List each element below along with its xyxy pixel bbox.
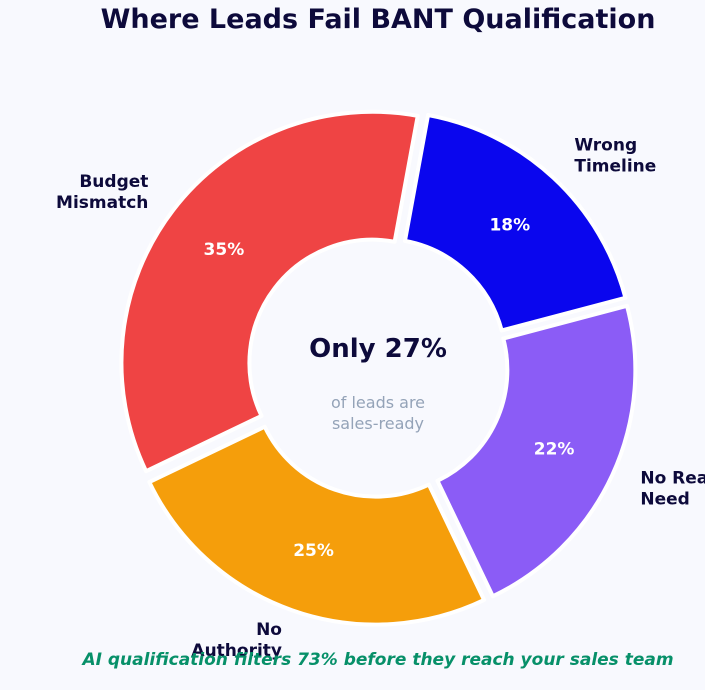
- slice-wrong-timeline: [402, 112, 628, 333]
- footer-note: AI qualification filters 73% before they…: [82, 650, 674, 670]
- category-label-no-authority: No Authority: [191, 620, 282, 661]
- slice-budget-mismatch: [119, 109, 420, 474]
- category-label-wrong-timeline: Wrong Timeline: [574, 135, 656, 176]
- center-headline: Only 27%: [309, 334, 447, 364]
- chart-title: Where Leads Fail BANT Qualification: [100, 4, 656, 35]
- donut-slices: [119, 109, 638, 627]
- center-subtext-line2: sales-ready: [332, 414, 424, 433]
- pct-label-budget-mismatch: 35%: [204, 240, 245, 260]
- percent-labels: 22% 25% 35% 18%: [204, 216, 575, 561]
- pct-label-no-real-need: 22%: [534, 439, 575, 459]
- slice-no-real-need: [435, 303, 638, 599]
- slice-no-authority: [147, 424, 487, 627]
- pct-label-wrong-timeline: 18%: [489, 216, 530, 236]
- category-label-budget-mismatch: Budget Mismatch: [56, 172, 148, 213]
- category-label-no-real-need: No RealNeed: [640, 469, 705, 510]
- center-subtext-line1: of leads are: [331, 393, 425, 412]
- pct-label-no-authority: 25%: [293, 541, 334, 561]
